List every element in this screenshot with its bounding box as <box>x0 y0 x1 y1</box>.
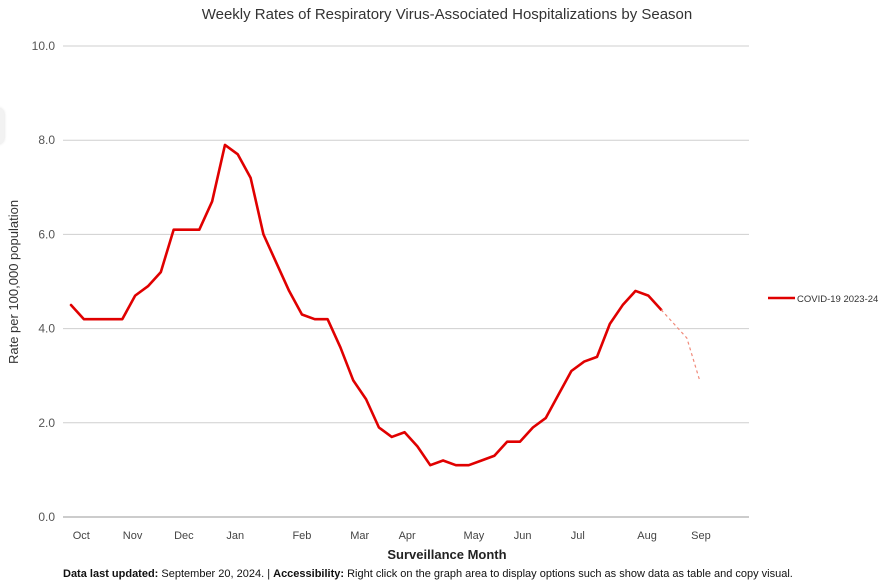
x-tick-label: Jan <box>226 530 244 542</box>
legend[interactable]: COVID-19 2023-24 <box>768 294 878 305</box>
x-tick-label: Jul <box>571 530 585 542</box>
y-tick-label: 4.0 <box>38 322 55 336</box>
x-tick-label: Mar <box>350 530 369 542</box>
x-tick-label: Dec <box>174 530 194 542</box>
gridlines <box>63 45 749 518</box>
footer-note: Data last updated: September 20, 2024. |… <box>63 568 793 580</box>
y-tick-label: 6.0 <box>38 227 55 241</box>
x-tick-label: Sep <box>691 530 711 542</box>
y-tick-label: 2.0 <box>38 416 55 430</box>
series-line-covid-19-2023-24[interactable] <box>69 143 663 467</box>
y-tick-label: 8.0 <box>38 133 55 147</box>
x-axis: Oct Nov Dec Jan Feb Mar Apr May Jun Jul Aug Sep <box>73 530 711 542</box>
legend-label: COVID-19 2023-24 <box>797 294 878 305</box>
updated-value: September 20, 2024. | <box>158 568 274 580</box>
x-tick-label: Oct <box>73 530 90 542</box>
chart-title: Weekly Rates of Respiratory Virus-Associ… <box>202 6 693 23</box>
x-tick-label: Jun <box>514 530 532 542</box>
series-line-provisional <box>660 309 701 381</box>
x-tick-label: Aug <box>637 530 657 542</box>
series-group[interactable] <box>69 143 701 467</box>
y-tick-label: 10.0 <box>32 39 56 53</box>
side-panel-tab[interactable] <box>0 108 4 144</box>
chart-area[interactable]: Weekly Rates of Respiratory Virus-Associ… <box>0 0 888 562</box>
x-tick-label: Apr <box>399 530 416 542</box>
accessibility-text: Right click on the graph area to display… <box>344 568 793 580</box>
x-tick-label: May <box>463 530 484 542</box>
y-axis-label: Rate per 100,000 population <box>6 200 21 364</box>
accessibility-label: Accessibility: <box>273 568 345 580</box>
x-tick-label: Nov <box>123 530 143 542</box>
y-tick-label: 0.0 <box>38 510 55 524</box>
x-tick-label: Feb <box>292 530 311 542</box>
y-axis: 0.0 2.0 4.0 6.0 8.0 10.0 <box>32 39 56 524</box>
x-axis-label: Surveillance Month <box>387 547 506 560</box>
chart-svg[interactable]: Weekly Rates of Respiratory Virus-Associ… <box>0 0 888 562</box>
updated-label: Data last updated: <box>63 568 159 580</box>
